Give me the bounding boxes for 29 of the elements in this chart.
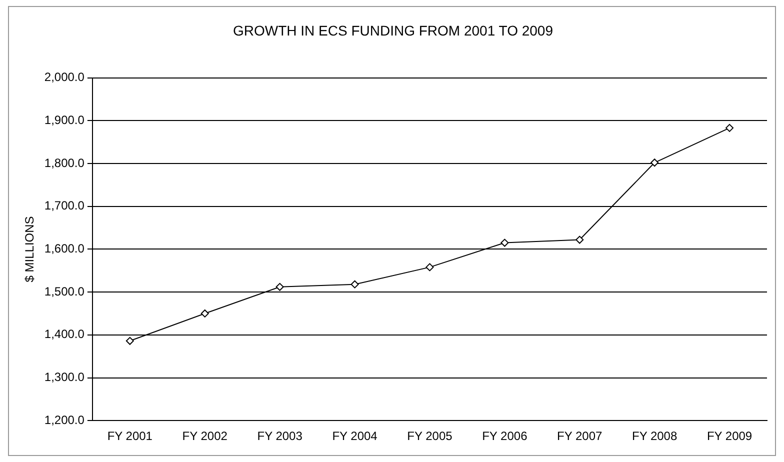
x-tick-label: FY 2004 — [332, 429, 378, 444]
point — [726, 124, 734, 132]
point — [350, 280, 359, 288]
x-tick-label: FY 2008 — [632, 429, 678, 444]
y-tick-label: 1,600.0 — [44, 242, 85, 256]
point — [276, 282, 284, 291]
y-tick-label: 2,000.0 — [44, 70, 85, 84]
x-tick-label: FY 2001 — [107, 429, 153, 444]
point — [126, 336, 134, 345]
y-tick-label: 1,500.0 — [44, 284, 85, 298]
y-tick-label: 1,400.0 — [44, 327, 85, 342]
x-tick-label: FY 2003 — [257, 429, 303, 444]
point — [576, 236, 584, 244]
point — [426, 263, 434, 272]
y-tick-label: 1,700.0 — [44, 198, 85, 213]
x-tick-label: FY 2009 — [706, 429, 752, 444]
y-tick-label: 1,800.0 — [44, 156, 85, 170]
y-axis-title: $ MILLIONS — [22, 216, 37, 282]
y-tick-label: 1,300.0 — [44, 370, 85, 384]
chart-title: GROWTH IN ECS FUNDING FROM 2001 TO 2009 — [233, 22, 554, 38]
x-tick-label: FY 2002 — [182, 429, 228, 444]
point — [650, 158, 659, 167]
x-tick-label: FY 2007 — [557, 429, 603, 444]
x-tick-label: FY 2006 — [482, 429, 528, 444]
y-tick-label: 1,200.0 — [44, 412, 85, 427]
y-tick-label: 1,900.0 — [44, 112, 85, 127]
point — [500, 238, 509, 247]
point — [200, 309, 209, 318]
x-tick-label: FY 2005 — [407, 429, 453, 444]
